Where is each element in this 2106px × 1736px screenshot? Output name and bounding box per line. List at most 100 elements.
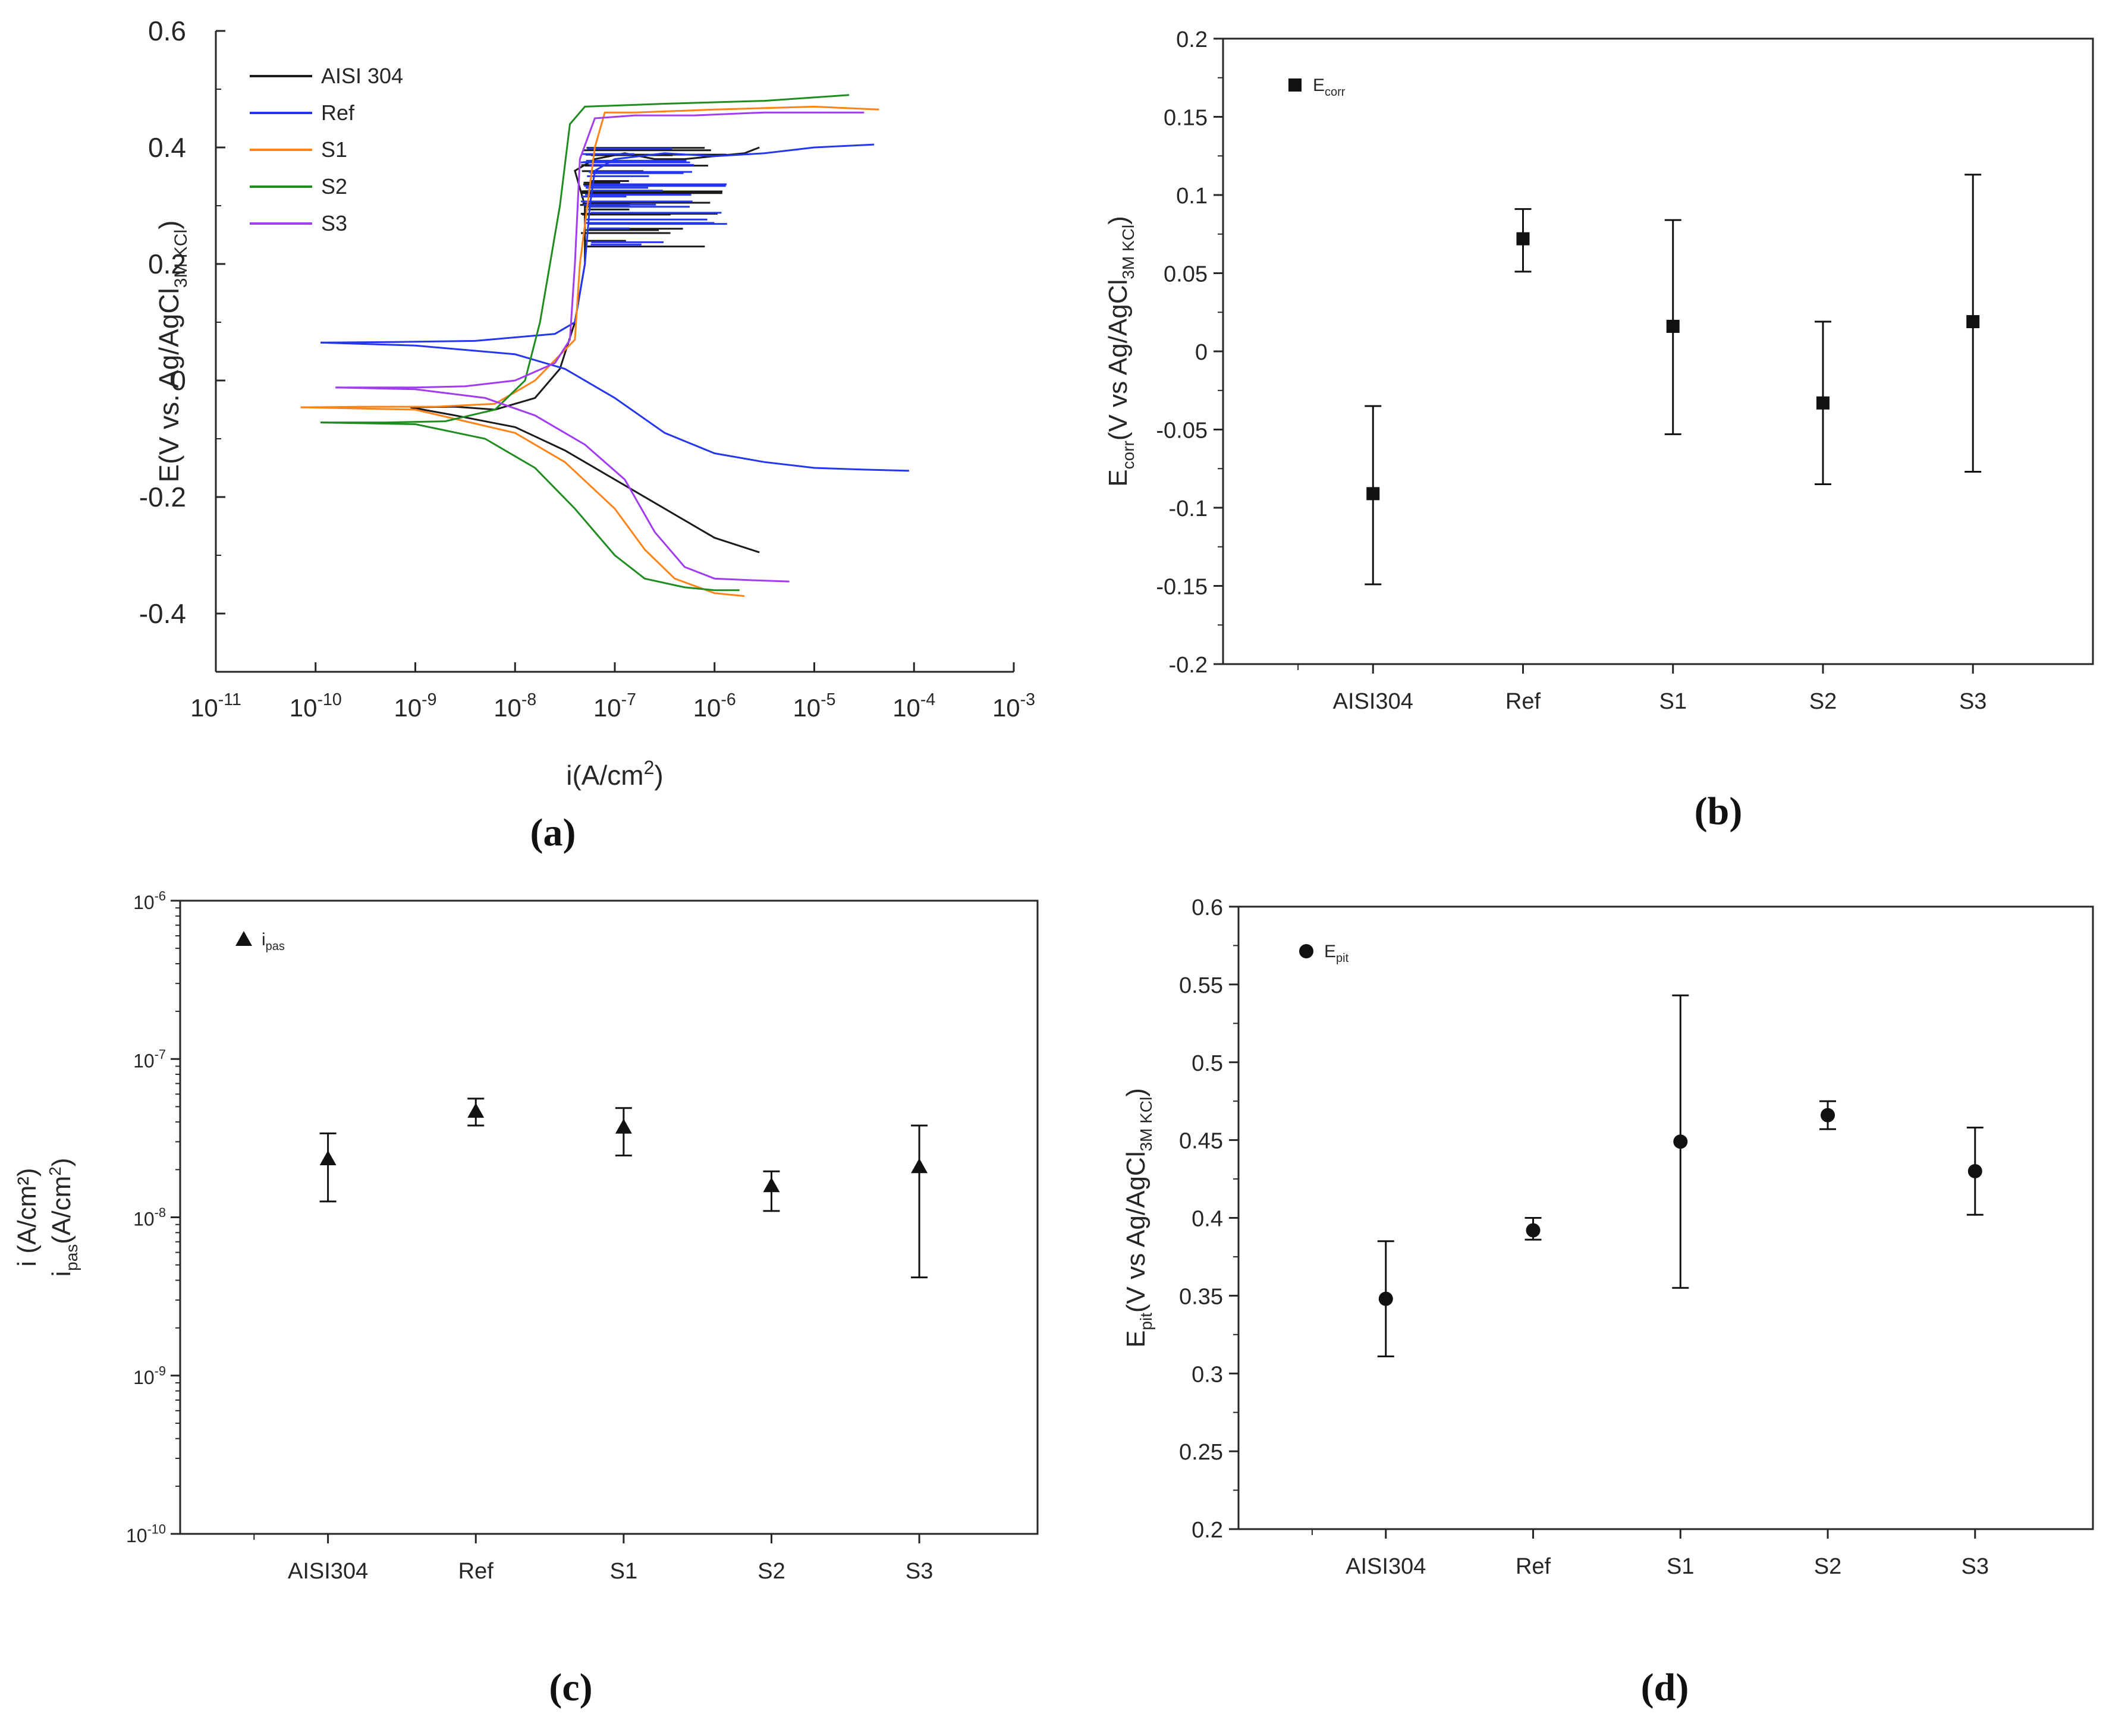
data-point <box>1673 1134 1688 1149</box>
y-tick-label: 0.15 <box>1164 106 1208 131</box>
y-axis-label: ipas(A/cm2) <box>46 1158 81 1276</box>
y-tick-label: -0.1 <box>1169 496 1208 521</box>
data-point <box>1967 1163 1982 1178</box>
y-axis-label: E(V vs. Ag/AgCl3M KCl) <box>153 221 191 483</box>
panel-d-epit-chart: 0.2 0.25 0.3 0.35 0.4 0.45 0.5 0.55 0.6 AISI304 Re… <box>1121 895 2094 1579</box>
data-point <box>1821 1108 1835 1122</box>
y-tick-label: 0.2 <box>1176 27 1208 52</box>
y-axis-label: Epit(V vs Ag/AgCl3M KCl) <box>1121 1088 1155 1348</box>
y-tick-label: 10-10 <box>126 1522 166 1546</box>
series-line-s3-anodic <box>335 111 865 389</box>
x-axis-label: i(A/cm2) <box>566 757 663 791</box>
y-tick-label: 0.45 <box>1179 1129 1223 1154</box>
x-tick-label: 10-4 <box>892 690 935 722</box>
y-tick-label: -0.15 <box>1156 575 1208 600</box>
x-tick-label: AISI304 <box>1346 1554 1426 1579</box>
x-tick-label: S2 <box>1814 1554 1841 1579</box>
data-point <box>1526 1223 1541 1238</box>
legend-label: Ecorr <box>1313 76 1346 99</box>
y-tick-label: 0.5 <box>1192 1051 1223 1076</box>
y-axis-label: Ecorr(V vs Ag/AgCl3M KCl) <box>1104 216 1137 486</box>
y-tick-label: 0.6 <box>1192 895 1223 920</box>
y-tick-label: 0.2 <box>1192 1518 1223 1543</box>
y-tick-label: 0.35 <box>1179 1284 1223 1309</box>
y-tick-label: 0.55 <box>1179 973 1223 998</box>
x-tick-label: 10-5 <box>793 690 835 722</box>
x-tick-label: S2 <box>1809 689 1837 714</box>
legend-marker <box>1288 78 1302 92</box>
panel-label-c: (c) <box>549 1666 592 1709</box>
x-tick-label: Ref <box>458 1559 494 1584</box>
y-tick-label: 0.1 <box>1176 184 1208 209</box>
y-tick-label: 10-9 <box>133 1363 166 1388</box>
plot-frame <box>1237 905 2094 1530</box>
y-tick-label: 0 <box>171 365 186 396</box>
data-point <box>1516 232 1530 246</box>
data-point <box>615 1118 632 1134</box>
data-point <box>763 1177 780 1193</box>
y-tick-label: 0.4 <box>148 132 186 163</box>
x-tick-label: AISI304 <box>1333 689 1413 714</box>
legend-marker <box>235 931 252 946</box>
panel-label-b: (b) <box>1695 790 1743 833</box>
data-point <box>467 1103 485 1118</box>
x-tick-label: S1 <box>610 1559 637 1584</box>
series-line-s2-cathodic <box>320 422 740 592</box>
data-point <box>1816 396 1830 410</box>
legend-label: Epit <box>1324 942 1349 965</box>
data-point <box>911 1158 928 1174</box>
x-tick-label: S3 <box>1959 689 1986 714</box>
panel-label-a: (a) <box>530 811 576 854</box>
y-tick-label: 0 <box>1195 340 1208 365</box>
x-tick-label: S2 <box>757 1559 785 1584</box>
data-point <box>1366 487 1380 501</box>
legend-label: S1 <box>321 137 347 162</box>
series-line-s1-cathodic <box>300 406 745 597</box>
x-tick-label: S3 <box>906 1559 933 1584</box>
x-tick-label: 10-7 <box>593 690 636 722</box>
y-tick-label: 0.3 <box>1192 1362 1223 1387</box>
x-tick-label: S1 <box>1659 689 1686 714</box>
panel-b-ecorr-chart: -0.2 -0.15 -0.1 -0.05 0 0.05 0.1 0.15 0.2 AISI304… <box>1104 27 2094 714</box>
x-tick-label: 10-10 <box>290 690 342 722</box>
plot-frame <box>1222 37 2094 665</box>
series-line-s3-cathodic <box>335 386 790 583</box>
y-tick-label: 10-7 <box>133 1047 166 1071</box>
y-tick-label: 0.05 <box>1164 262 1208 287</box>
y-tick-label: 0.25 <box>1179 1440 1223 1465</box>
x-tick-label: S1 <box>1667 1554 1694 1579</box>
y-tick-label: -0.2 <box>139 482 186 512</box>
legend-label: S2 <box>321 174 347 199</box>
legend-label: S3 <box>321 211 347 235</box>
data-point <box>319 1150 337 1165</box>
x-tick-label: 10-3 <box>992 690 1035 722</box>
y-tick-label: 0.6 <box>148 15 186 46</box>
legend-marker <box>1299 944 1313 958</box>
legend-label: AISI 304 <box>321 64 403 88</box>
legend-label: Ref <box>321 100 355 125</box>
series-line-s2-anodic <box>320 94 850 424</box>
panel-c-ipas-chart: 10-10 10-9 10-8 10-7 10-6 AISI304 Ref S1 S2 S3 ipa… <box>12 889 1039 1584</box>
data-point <box>1666 319 1680 333</box>
y-tick-label: -0.2 <box>1169 653 1208 678</box>
x-tick-label: S3 <box>1962 1554 1989 1579</box>
series-line-s1-anodic <box>300 105 879 408</box>
y-tick-label: -0.4 <box>139 598 186 629</box>
y-tick-label: 0.4 <box>1192 1207 1223 1232</box>
panel-label-d: (d) <box>1641 1666 1689 1709</box>
y-tick-label: 10-6 <box>133 889 166 913</box>
x-tick-label: Ref <box>1516 1554 1551 1579</box>
panel-a-polarization-chart: -0.4 -0.2 0 0.2 0.4 0.6 10-11 10-10 10-9 10-8 10-7… <box>139 15 1035 791</box>
data-point <box>1378 1291 1393 1306</box>
x-tick-label: 10-11 <box>190 690 241 722</box>
y-tick-label: 0.2 <box>148 249 186 279</box>
x-tick-label: AISI304 <box>288 1559 368 1584</box>
x-tick-label: Ref <box>1505 689 1541 714</box>
data-point <box>1966 315 1980 329</box>
x-tick-label: 10-8 <box>494 690 536 722</box>
x-tick-label: 10-6 <box>693 690 736 722</box>
y-tick-label: 10-8 <box>133 1205 166 1229</box>
plot-frame <box>179 900 1039 1535</box>
legend-label: ipas <box>262 930 285 953</box>
